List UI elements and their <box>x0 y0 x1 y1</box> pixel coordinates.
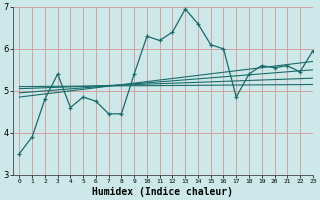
X-axis label: Humidex (Indice chaleur): Humidex (Indice chaleur) <box>92 186 233 197</box>
